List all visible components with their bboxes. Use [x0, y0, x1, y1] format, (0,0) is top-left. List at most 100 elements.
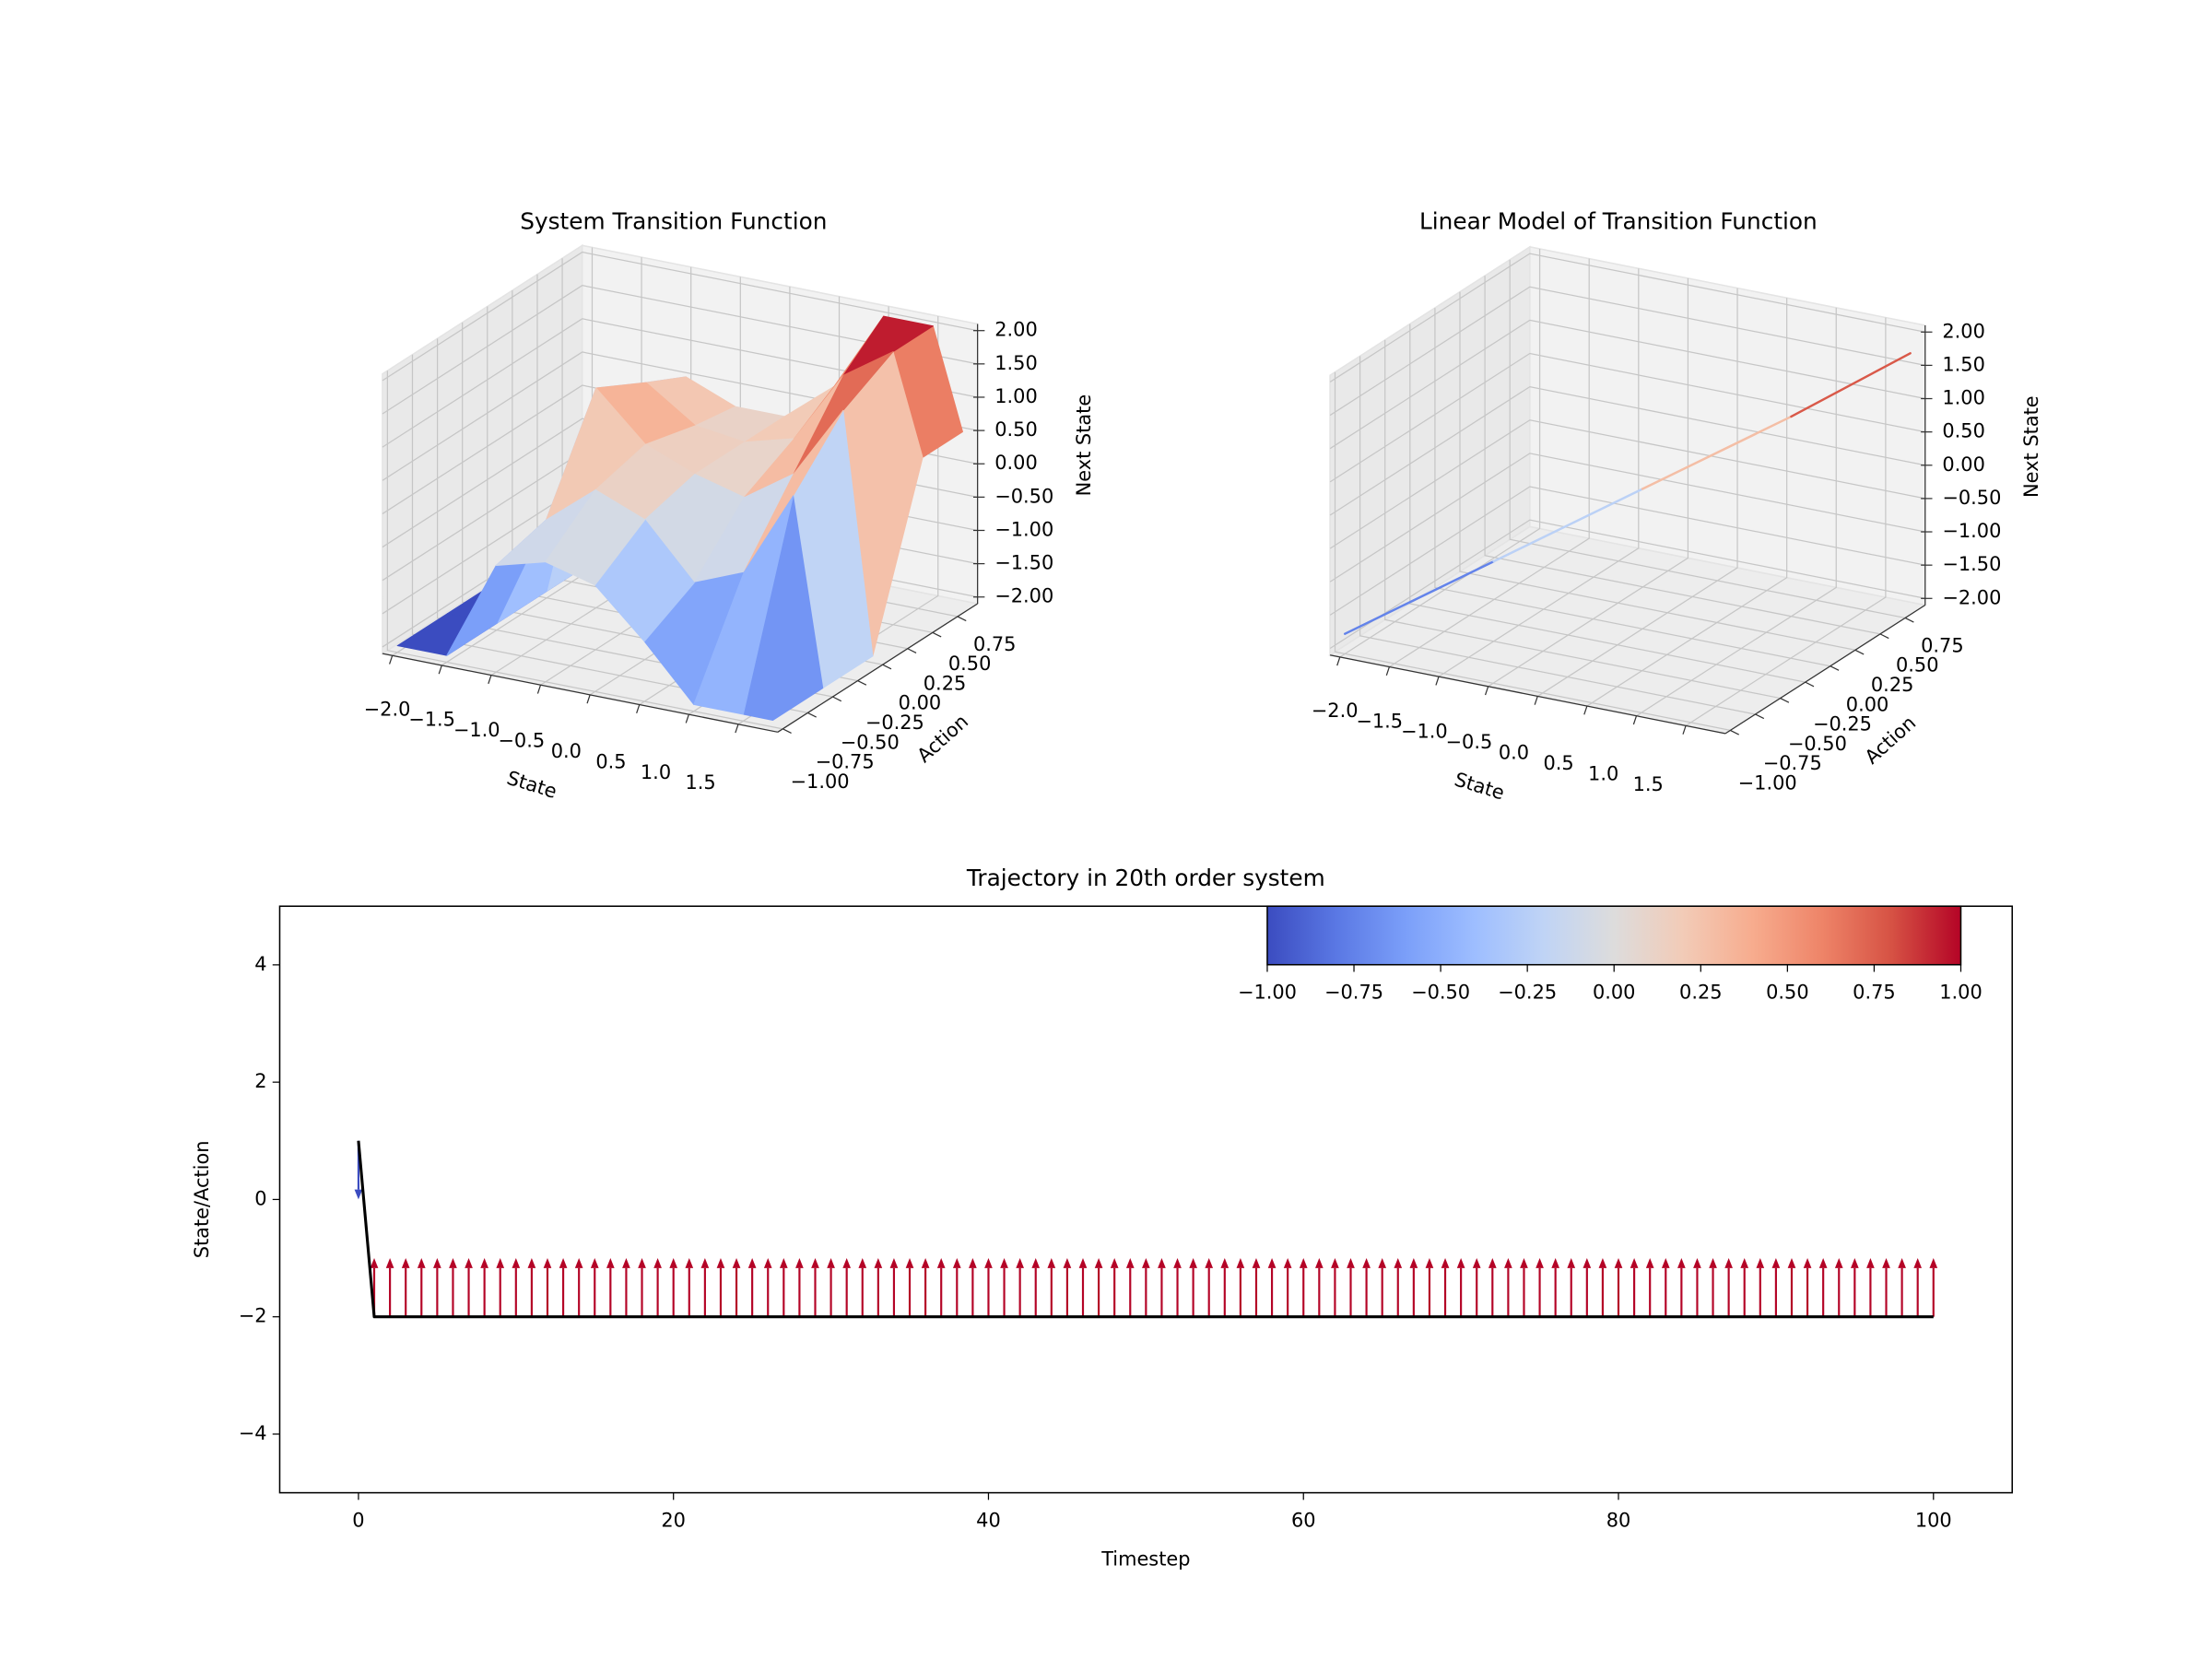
colorbar-tick-label: −1.00 [1238, 982, 1297, 1004]
action-arrow [1614, 1258, 1623, 1317]
y-tick-label: −0.50 [1788, 733, 1847, 755]
chart-title: Trajectory in 20th order system [966, 865, 1325, 891]
arrow-head [638, 1258, 646, 1268]
action-arrow [1834, 1258, 1843, 1317]
action-arrow [1630, 1258, 1639, 1317]
arrow-head [527, 1258, 536, 1268]
grid-line [386, 371, 783, 730]
arrow-head [795, 1258, 804, 1268]
tick-mark [857, 680, 867, 686]
tick-mark [636, 704, 641, 714]
model-line [1343, 559, 1495, 635]
arrow-head [1283, 1258, 1292, 1268]
action-arrow [574, 1258, 583, 1317]
action-arrow [716, 1258, 725, 1317]
tick-mark [832, 696, 842, 702]
grid-line [382, 251, 978, 382]
arrow-head [1866, 1258, 1875, 1268]
y-tick-label: 0.50 [948, 653, 992, 675]
arrow-head [811, 1258, 819, 1268]
z-tick-label: 2.00 [1942, 320, 1985, 342]
arrow-head [685, 1258, 694, 1268]
tick-mark [1805, 681, 1815, 688]
arrow-head [1016, 1258, 1024, 1268]
z-tick-label: −1.00 [994, 518, 1053, 540]
arrow-head [385, 1258, 394, 1268]
action-arrow [1125, 1258, 1135, 1317]
arrow-head [921, 1258, 930, 1268]
colorbar-tick-label: −0.75 [1324, 982, 1383, 1004]
arrow-head [370, 1258, 379, 1268]
z-tick-label: 1.50 [994, 352, 1038, 374]
arrow-head [1709, 1258, 1717, 1268]
action-arrow [1866, 1258, 1875, 1317]
y-tick-label: 0.25 [924, 672, 967, 694]
y-axis-line [777, 603, 978, 733]
arrow-head [606, 1258, 615, 1268]
arrow-head [1472, 1258, 1481, 1268]
y-tick-label: −1.00 [791, 771, 850, 793]
x-axis-label: Timestep [1100, 1547, 1190, 1570]
grid-line [1329, 253, 1925, 382]
tick-mark [438, 665, 442, 675]
action-arrow [811, 1258, 819, 1317]
arrow-head [827, 1258, 835, 1268]
action-arrow [1000, 1258, 1008, 1317]
arrow-head [936, 1258, 946, 1268]
colorbar-tick-label: −0.25 [1498, 982, 1557, 1004]
tick-mark [1830, 665, 1840, 671]
action-arrow [1236, 1258, 1245, 1317]
y-tick-label: −0.50 [841, 731, 900, 753]
arrow-head [969, 1258, 977, 1268]
colorbar-tick-label: 1.00 [1939, 982, 1983, 1004]
arrow-head [1740, 1258, 1749, 1268]
action-arrow [449, 1258, 457, 1317]
x-axis-line [1329, 654, 1726, 735]
z-tick-label: −0.50 [994, 485, 1053, 507]
action-arrow [559, 1258, 568, 1317]
tick-mark [1854, 649, 1865, 655]
grid-line [1329, 286, 1925, 417]
action-arrow [1661, 1258, 1670, 1317]
grid-line [1488, 277, 1689, 688]
x-tick-label: −0.5 [498, 730, 545, 752]
y-tick-label: 0.75 [973, 633, 1017, 655]
action-arrow [1724, 1258, 1733, 1317]
arrow-head [590, 1258, 599, 1268]
arrow-head [1645, 1258, 1654, 1268]
action-arrow [1929, 1258, 1938, 1317]
arrow-head [1535, 1258, 1544, 1268]
action-arrow [984, 1258, 993, 1317]
arrow-head [1314, 1258, 1324, 1268]
arrow-head [401, 1258, 410, 1268]
arrow-head [1078, 1258, 1088, 1268]
tick-mark [389, 655, 394, 665]
action-arrow [1583, 1258, 1592, 1317]
action-arrow [763, 1258, 772, 1317]
surface-patch [545, 489, 646, 586]
action-arrow [1598, 1258, 1607, 1317]
surface-patch [693, 495, 794, 715]
action-arrow [921, 1258, 930, 1317]
arrow-head [716, 1258, 725, 1268]
arrow-head [559, 1258, 568, 1268]
x-tick-label: −1.5 [1356, 710, 1403, 732]
colorbar-tick-label: 0.25 [1679, 982, 1723, 1004]
action-arrow [1567, 1258, 1576, 1317]
action-arrow [936, 1258, 946, 1317]
action-arrow [1803, 1258, 1812, 1317]
x-tick-label: 20 [661, 1510, 686, 1532]
arrow-head [512, 1258, 521, 1268]
arrow-head [669, 1258, 678, 1268]
arrow-head [874, 1258, 883, 1268]
grid-line [1389, 258, 1590, 668]
x-tick-label: 40 [976, 1510, 1001, 1532]
grid-line [1329, 352, 1925, 483]
arrow-head [1834, 1258, 1843, 1268]
action-arrow [1347, 1258, 1355, 1317]
grid-line [1586, 298, 1788, 707]
x-tick-label: 1.5 [685, 771, 715, 794]
x-tick-label: 0.5 [595, 750, 626, 772]
action-arrow [512, 1258, 521, 1317]
arrow-head [1110, 1258, 1119, 1268]
